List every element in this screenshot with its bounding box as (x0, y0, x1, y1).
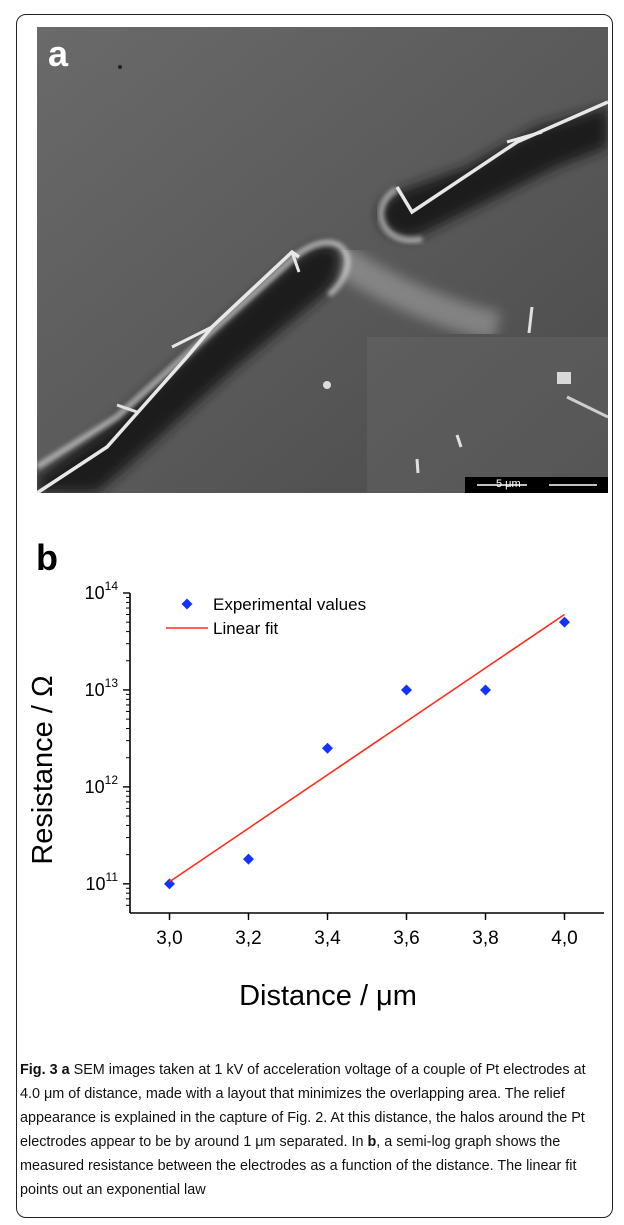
caption-text-part-2: , a semi-log graph shows the measured re… (20, 1134, 577, 1198)
chart-ticks: 3,0 3,2 3,4 3,6 3,8 4,0 1011 1012 1013 1014 (85, 579, 578, 949)
chart-axes (129, 593, 604, 914)
panel-b-label: b (36, 537, 58, 578)
data-point (480, 684, 491, 696)
x-tick-label: 3,2 (235, 928, 261, 949)
y-tick-label: 1014 (85, 579, 119, 603)
sem-image (37, 27, 608, 493)
data-point (322, 742, 333, 754)
data-point (164, 878, 175, 890)
y-tick-label: 1012 (85, 773, 119, 797)
legend-label: Linear fit (213, 619, 278, 638)
y-axis-label: Resistance / Ω (27, 675, 59, 864)
scale-bar-label: 5 μm (496, 478, 521, 490)
y-tick-label: 1013 (85, 676, 119, 700)
caption-panel-b-ref: b (367, 1134, 377, 1150)
x-tick-label: 4,0 (551, 928, 577, 949)
x-tick-label: 3,8 (472, 928, 498, 949)
semilog-chart: 3,0 3,2 3,4 3,6 3,8 4,0 1011 1012 1013 1014 Exper… (27, 579, 604, 1012)
chart-legend: Experimental values Linear fit (166, 595, 366, 638)
y-tick-label: 1011 (86, 870, 119, 894)
data-point (243, 853, 254, 865)
data-point (559, 616, 570, 628)
legend-label: Experimental values (213, 595, 366, 614)
x-axis-label: Distance / μm (239, 980, 417, 1012)
caption-panel-a-ref: a (61, 1062, 70, 1078)
data-point (401, 684, 412, 696)
x-tick-label: 3,6 (393, 928, 419, 949)
caption-text-part-1: SEM images taken at 1 kV of acceleration… (20, 1062, 586, 1150)
x-tick-label: 3,4 (314, 928, 341, 949)
fit-line (169, 613, 565, 883)
sem-micrograph (37, 27, 608, 493)
caption-fig-ref: Fig. 3 (20, 1062, 58, 1078)
panel-a-label: a (48, 33, 69, 74)
x-tick-label: 3,0 (156, 928, 182, 949)
legend-diamond-swatch (181, 598, 193, 610)
chart-series (164, 613, 570, 890)
figure-caption: Fig. 3 a SEM images taken at 1 kV of acc… (20, 1058, 608, 1202)
